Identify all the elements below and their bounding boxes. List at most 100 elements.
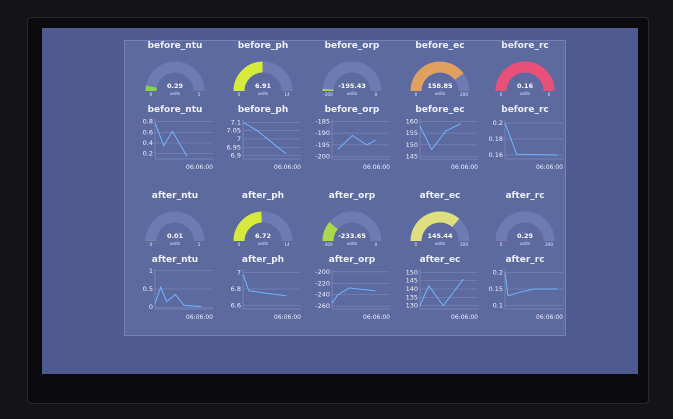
y-tick-label: 6.9 [231,152,241,160]
x-tick-label: 06:06:00 [363,314,390,321]
widget-title: after_rc [505,255,545,265]
gauge-min: 0 [415,242,418,247]
x-tick-label: 06:06:00 [451,314,478,321]
y-tick-label: -220 [315,279,330,287]
y-tick-label: -190 [315,129,330,137]
chart-widget: after_rc 0.2 0.15 0.1 06:06:00 [481,255,569,327]
gauge-widget: before_ec 158.85 units 0 200 [396,41,484,105]
y-tick-label: 155 [406,129,418,137]
gauge-value: 158.85 [427,82,453,90]
chart-widget: before_rc 0.2 0.18 0.16 06:06:00 [481,105,569,177]
y-tick-label: 130 [406,302,418,310]
gauge-units: units [347,91,357,96]
gauge-fill [233,61,264,92]
series-line [337,134,376,150]
y-tick-label: 0.15 [489,285,503,293]
gauge-fill [233,211,263,242]
widget-title: after_ph [241,255,285,265]
gauge-units: units [435,241,445,246]
y-tick-label: 6.95 [227,143,241,151]
gauge-max: 14 [284,242,290,247]
y-tick-label: 140 [406,285,418,293]
chart-widget: after_ntu 1 0.5 0 06:06:00 [131,255,219,327]
gauge-min: 0 [500,242,503,247]
gauge-widget: before_ph 6.91 units 0 14 [219,41,307,105]
gauge-max: 200 [460,92,468,97]
gauge-fill [410,211,460,242]
gauge-min: 0 [415,92,418,97]
series-line [419,278,464,307]
x-tick-label: 06:06:00 [536,314,563,321]
series-line [419,123,461,151]
widget-title: before_ec [415,105,465,115]
gauge-value: 6.72 [255,232,271,240]
widget-title: before_rc [501,105,549,115]
x-tick-label: 06:06:00 [274,164,301,171]
line-chart: 0.2 0.15 0.1 06:06:00 [489,268,564,321]
gauge-widget: after_ec 145.44 units 0 200 [396,191,484,255]
gauge-track [145,211,205,242]
y-tick-label: 0 [149,303,153,311]
gauge-value: -195.43 [338,82,366,90]
chart-widget: after_ec 150 145 140 135 130 06:06:00 [396,255,484,327]
gauge-min: 0 [150,92,153,97]
y-tick-label: 6.6 [231,302,241,310]
gauge-value: 145.44 [427,232,453,240]
widget-title: before_ph [237,105,289,115]
line-chart: 160 155 150 145 06:06:00 [406,117,479,171]
gauge-max: 0 [548,92,551,97]
widget-title: before_ec [415,41,465,51]
x-tick-label: 06:06:00 [186,164,213,171]
gauge-min: 0 [238,242,241,247]
y-tick-label: 0.2 [493,268,503,276]
y-tick-label: 0.2 [143,150,153,158]
gauge-min: 0 [150,242,153,247]
y-tick-label: 0.4 [143,139,153,147]
gauge-max: 200 [545,242,553,247]
y-tick-label: -240 [315,291,330,299]
line-chart: 0.8 0.6 0.4 0.2 06:06:00 [143,118,214,171]
chart-widget: after_orp -200 -220 -240 -260 06:06:00 [308,255,396,327]
gauge-widget: after_ntu 0.01 units 0 5 [131,191,219,255]
gauge-min: 0 [238,92,241,97]
widget-title: before_orp [324,105,380,115]
x-tick-label: 06:06:00 [186,314,213,321]
widget-title: after_rc [505,191,545,201]
series-line [154,122,188,157]
line-chart: -200 -220 -240 -260 06:06:00 [315,268,390,321]
gauge-units: units [520,241,530,246]
y-tick-label: -185 [315,117,330,125]
gauge-value: 6.91 [255,82,272,90]
y-tick-label: 160 [406,117,418,125]
gauge-value: 0.16 [517,82,534,90]
y-tick-label: 0.8 [143,118,153,126]
gauge-widget: after_rc 0.29 units 0 200 [481,191,569,255]
gauge-widget: after_ph 6.72 units 0 14 [219,191,307,255]
gauge-units: units [170,91,180,96]
x-tick-label: 06:06:00 [536,164,563,171]
gauge-max: 5 [198,242,201,247]
chart-widget: before_ph 7.1 7.05 7 6.95 6.9 06:06:00 [219,105,307,177]
x-tick-label: 06:06:00 [363,164,390,171]
gauge-units: units [258,241,268,246]
gauge-widget: after_orp -233.65 units -300 0 [308,191,396,255]
chart-widget: before_ec 160 155 150 145 06:06:00 [396,105,484,177]
gauge-value: -233.65 [338,232,366,240]
widget-title: after_ph [241,191,285,201]
gauge-units: units [347,241,357,246]
y-tick-label: 0.2 [493,119,503,127]
gauge-fill [322,222,339,242]
gauge-max: 14 [284,92,290,97]
gauge-units: units [170,241,180,246]
gauge-min: -200 [323,92,333,97]
chart-widget: before_ntu 0.8 0.6 0.4 0.2 06:06:00 [131,105,219,177]
gauge-track [495,211,555,242]
